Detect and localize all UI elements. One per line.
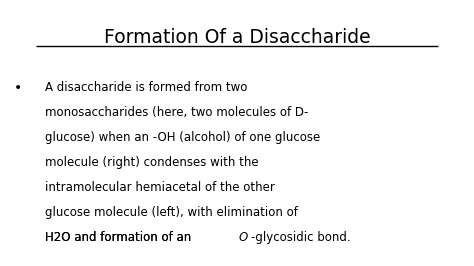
Text: glucose) when an -OH (alcohol) of one glucose: glucose) when an -OH (alcohol) of one gl… (45, 131, 320, 144)
Text: •: • (14, 81, 22, 95)
Text: H2O and formation of an: H2O and formation of an (45, 231, 195, 244)
Text: Formation Of a Disaccharide: Formation Of a Disaccharide (104, 28, 370, 47)
Text: H2O and formation of an: H2O and formation of an (45, 231, 195, 244)
Text: A disaccharide is formed from two: A disaccharide is formed from two (45, 81, 247, 94)
Text: -glycosidic bond.: -glycosidic bond. (251, 231, 350, 244)
Text: glucose molecule (left), with elimination of: glucose molecule (left), with eliminatio… (45, 206, 298, 219)
Text: intramolecular hemiacetal of the other: intramolecular hemiacetal of the other (45, 181, 275, 194)
Text: O: O (238, 231, 248, 244)
Text: monosaccharides (here, two molecules of D-: monosaccharides (here, two molecules of … (45, 106, 309, 119)
Text: molecule (right) condenses with the: molecule (right) condenses with the (45, 156, 259, 169)
